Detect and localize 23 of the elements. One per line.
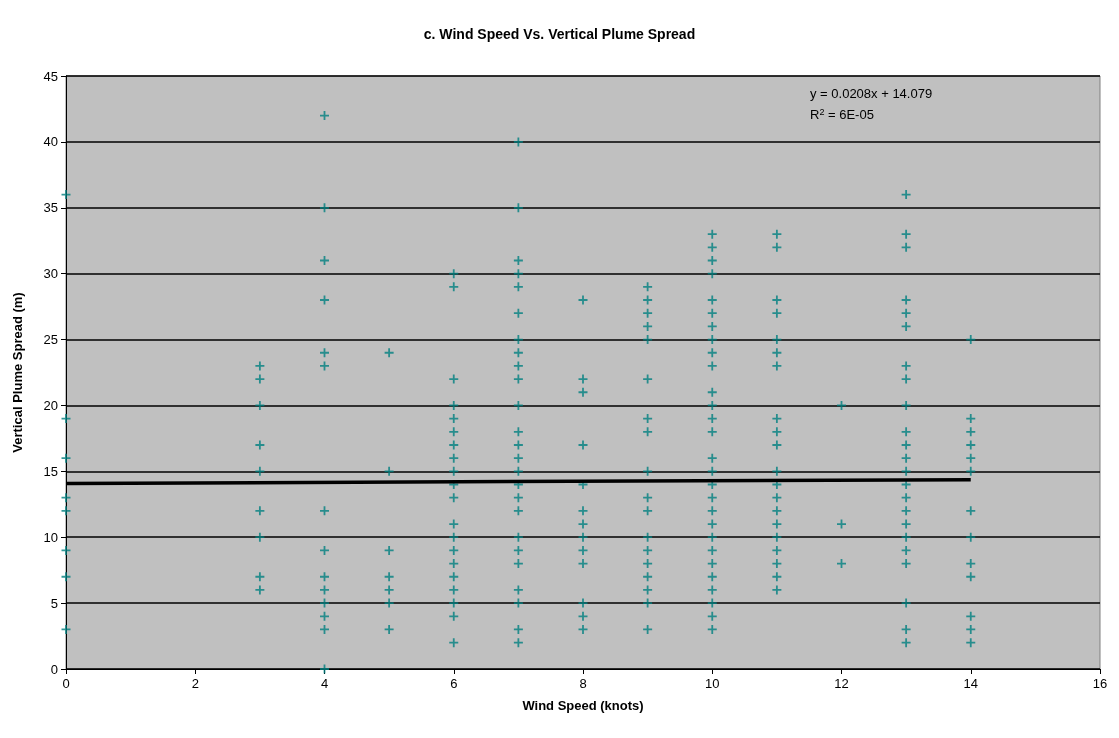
x-tick-label: 4: [320, 676, 329, 691]
x-tick-label: 16: [1092, 676, 1108, 691]
x-tick-label: 14: [963, 676, 978, 691]
y-tick-label: 0: [50, 661, 58, 677]
x-tick-label: 8: [579, 676, 587, 691]
y-tick-label: 20: [43, 397, 58, 413]
y-tick-label: 25: [43, 332, 58, 348]
x-tick-label: 12: [834, 676, 849, 691]
chart-title: c. Wind Speed Vs. Vertical Plume Spread: [423, 26, 696, 42]
y-tick-label: 45: [43, 68, 58, 84]
x-axis-title: Wind Speed (knots): [522, 698, 644, 713]
y-tick-label: 30: [43, 266, 58, 282]
x-tick-label: 10: [705, 676, 720, 691]
y-tick-label: 5: [50, 595, 58, 611]
y-tick-label: 35: [43, 200, 58, 216]
x-tick-label: 6: [450, 676, 458, 691]
x-tick-label: 0: [62, 676, 70, 691]
y-tick-label: 40: [43, 134, 58, 150]
y-tick-label: 15: [43, 463, 58, 479]
x-tick-label: 2: [191, 676, 199, 691]
y-axis-title: Vertical Plume Spread (m): [10, 292, 25, 453]
annotation: y = 0.0208x + 14.079: [810, 86, 933, 101]
y-tick-label: 10: [43, 529, 58, 545]
